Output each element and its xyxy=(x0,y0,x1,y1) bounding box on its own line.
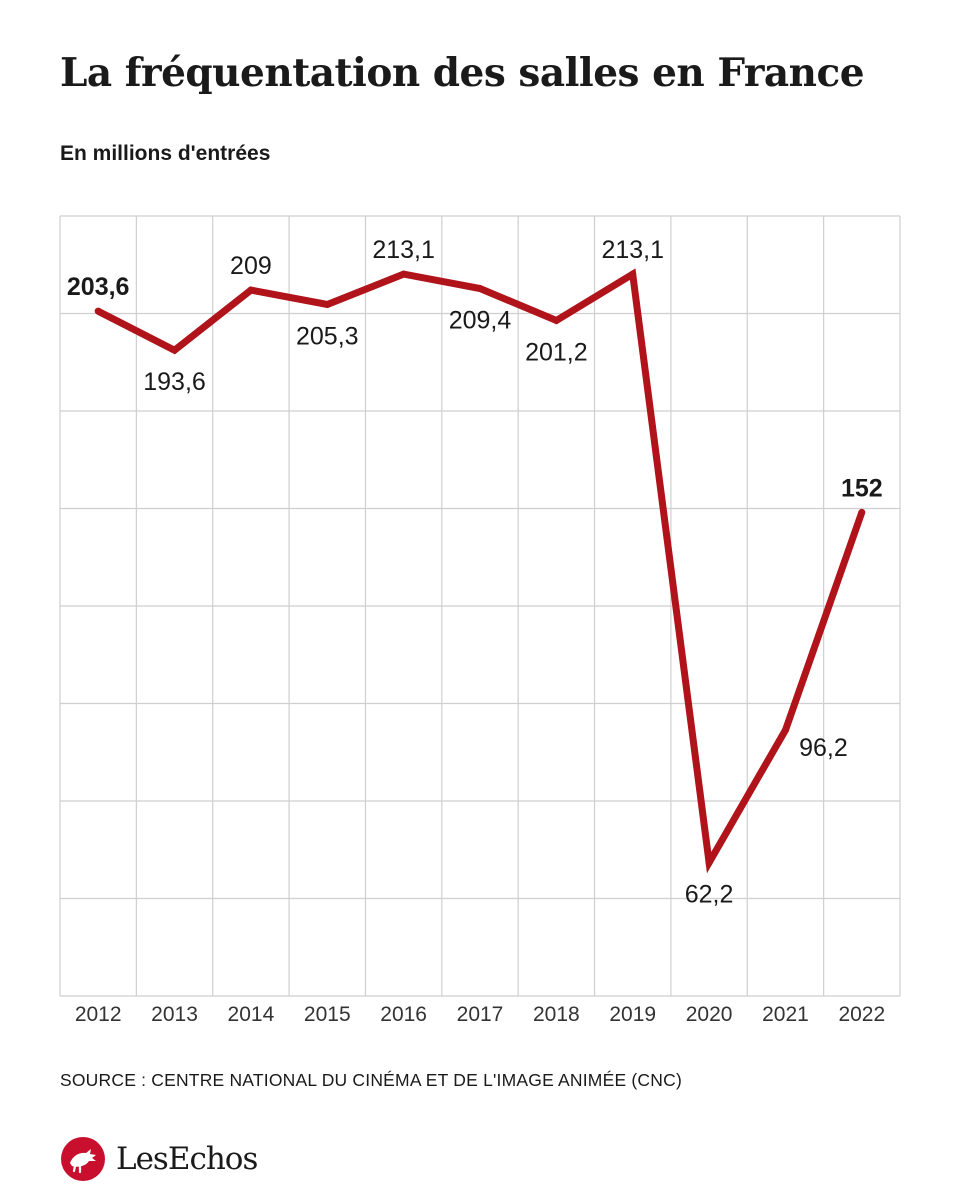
data-point xyxy=(247,286,255,294)
chart-title: La fréquentation des salles en France xyxy=(60,50,865,96)
data-label: 203,6 xyxy=(67,273,130,301)
data-label: 152 xyxy=(841,474,883,502)
data-label: 209,4 xyxy=(449,307,512,335)
data-label: 193,6 xyxy=(143,368,206,396)
line-chart: 2012 2013 2014 2015 2016 2017 2018 2019 2020 2021… xyxy=(59,215,901,1026)
x-tick-label: 2016 xyxy=(380,1003,427,1026)
rooster-icon xyxy=(61,1137,105,1181)
x-tick-label: 2020 xyxy=(686,1003,733,1026)
x-tick-label: 2018 xyxy=(533,1003,580,1026)
x-tick-label: 2017 xyxy=(457,1003,504,1026)
x-tick-label: 2019 xyxy=(609,1003,656,1026)
data-point xyxy=(323,301,331,309)
x-tick-label: 2014 xyxy=(228,1003,275,1026)
les-echos-logo: LesEchos xyxy=(60,1136,258,1182)
x-tick-label: 2012 xyxy=(75,1003,122,1026)
data-point xyxy=(552,317,560,325)
data-label: 213,1 xyxy=(372,236,435,264)
data-point xyxy=(705,859,713,867)
data-point xyxy=(171,346,179,354)
data-point xyxy=(476,285,484,293)
data-label: 209 xyxy=(230,252,272,280)
data-point xyxy=(629,270,637,278)
x-tick-label: 2022 xyxy=(838,1003,885,1026)
data-point xyxy=(94,307,102,315)
chart-subtitle: En millions d'entrées xyxy=(60,142,271,165)
x-tick-label: 2021 xyxy=(762,1003,809,1026)
data-label: 96,2 xyxy=(799,734,848,762)
logo-text: LesEchos xyxy=(116,1141,258,1177)
data-label: 205,3 xyxy=(296,323,359,351)
data-point xyxy=(858,508,866,516)
x-tick-label: 2015 xyxy=(304,1003,351,1026)
x-tick-label: 2013 xyxy=(151,1003,198,1026)
data-point xyxy=(400,270,408,278)
data-label: 201,2 xyxy=(525,339,588,367)
data-label: 213,1 xyxy=(601,236,664,264)
data-point xyxy=(781,726,789,734)
data-label: 62,2 xyxy=(685,881,734,909)
source-note: SOURCE : CENTRE NATIONAL DU CINÉMA ET DE… xyxy=(60,1070,682,1090)
